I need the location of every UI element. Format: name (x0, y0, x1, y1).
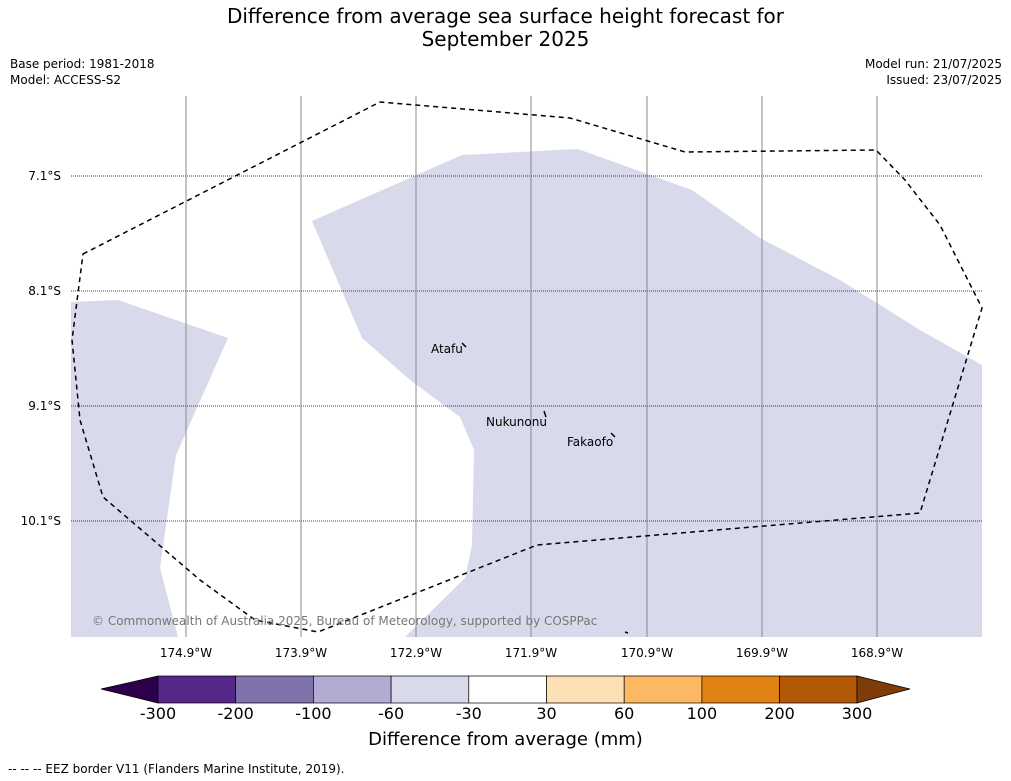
title-line-2: September 2025 (421, 27, 590, 51)
fakaofo-island (610, 432, 616, 438)
atafu-island (461, 342, 467, 348)
colorbar-tick: -300 (139, 704, 177, 723)
island-label-fakaofo: Fakaofo (567, 435, 614, 449)
colorbar-seg-2 (235, 675, 314, 704)
island-label-atafu: Atafu (431, 342, 463, 356)
anomaly-region-west (71, 300, 228, 637)
colorbar-tick: -60 (378, 704, 405, 723)
colorbar-seg-5 (468, 675, 547, 704)
lat-label-10-1: 10.1°S (20, 514, 61, 528)
colorbar-seg-6 (546, 675, 625, 704)
colorbar-label: Difference from average (mm) (368, 729, 643, 750)
meta-right: Model run: 21/07/2025 Issued: 23/07/2025 (865, 56, 1002, 88)
swains-island (624, 631, 629, 634)
model-run: Model run: 21/07/2025 (864, 57, 1002, 71)
colorbar-seg-9 (779, 675, 858, 704)
eez-legend: -- -- -- EEZ border V11 (Flanders Marine… (8, 762, 345, 776)
colorbar-tick: 30 (536, 704, 557, 723)
map-title: Difference from average sea surface heig… (0, 5, 1011, 51)
colorbar-extend-high (856, 675, 911, 704)
lon-label-173-9: 173.9°W (274, 646, 328, 660)
island-shapes (461, 342, 629, 634)
lon-label-172-9: 172.9°W (389, 646, 443, 660)
lon-label-168-9: 168.9°W (850, 646, 904, 660)
colorbar-tick: 60 (614, 704, 635, 723)
colorbar-seg-8 (701, 675, 780, 704)
lat-label-7-1: 7.1°S (28, 169, 61, 183)
nukunonu-island (543, 410, 547, 418)
colorbar-seg-4 (390, 675, 470, 704)
colorbar-seg-1 (157, 675, 237, 704)
colorbar-seg-7 (623, 675, 703, 704)
title-line-1: Difference from average sea surface heig… (226, 4, 785, 28)
lon-label-171-9: 171.9°W (504, 646, 558, 660)
colorbar-seg-3 (313, 675, 392, 704)
base-period: Base period: 1981-2018 (10, 57, 155, 71)
colorbar-tick: -100 (295, 704, 332, 723)
copyright-notice: © Commonwealth of Australia 2025, Bureau… (92, 614, 598, 628)
lat-label-8-1: 8.1°S (28, 284, 61, 298)
lat-label-9-1: 9.1°S (28, 399, 61, 413)
island-label-nukunonu: Nukunonu (486, 415, 547, 429)
longitude-gridlines (185, 96, 878, 637)
model-name: Model: ACCESS-S2 (10, 73, 122, 87)
colorbar-tick: 300 (841, 704, 873, 723)
colorbar-extend-low (100, 675, 159, 704)
colorbar-tick: 100 (686, 704, 718, 723)
colorbar (100, 675, 911, 704)
meta-left: Base period: 1981-2018 Model: ACCESS-S2 (10, 56, 155, 88)
lon-label-169-9: 169.9°W (735, 646, 789, 660)
lon-label-174-9: 174.9°W (159, 646, 213, 660)
lon-label-170-9: 170.9°W (620, 646, 674, 660)
colorbar-tick: -30 (455, 704, 482, 723)
issued-date: Issued: 23/07/2025 (886, 73, 1002, 87)
colorbar-tick: 200 (764, 704, 795, 723)
colorbar-tick: -200 (217, 704, 254, 723)
eez-border (71, 101, 983, 633)
